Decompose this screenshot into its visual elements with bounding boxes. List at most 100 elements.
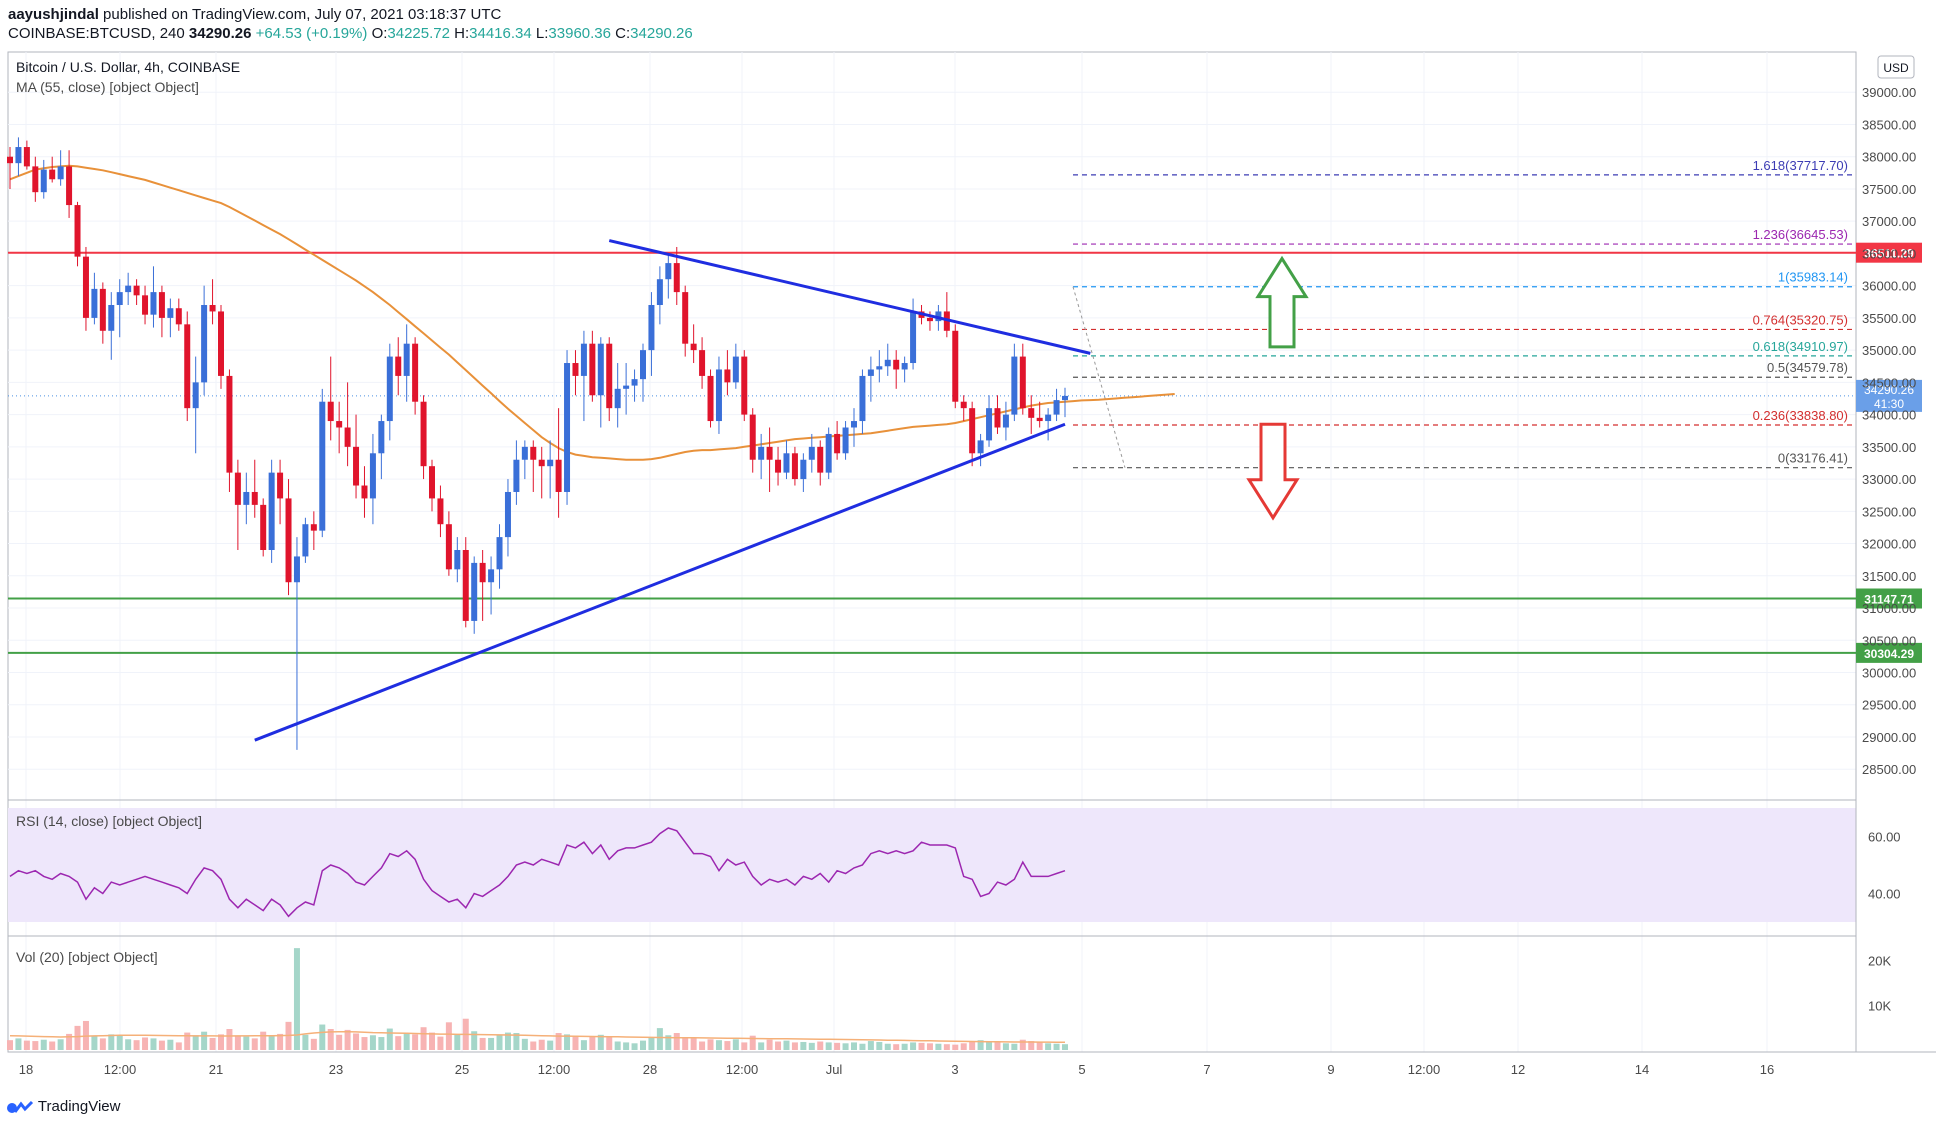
candle-body [715,369,722,422]
price-axis[interactable]: 28500.00 29000.00 29500.00 30000.00 30500.00… [1862,85,1916,1013]
candle-body [310,524,317,531]
volume-bar [209,1037,216,1050]
volume-bar [226,1029,233,1050]
volume-bar [293,948,300,1050]
candle-body [656,279,663,305]
volume-bar [960,1043,967,1050]
volume-bar [218,1034,224,1050]
candle-body [1045,414,1052,422]
candle-body [555,459,562,492]
volume-bar [943,1044,950,1050]
volume-bar [817,1041,824,1050]
candle-body [167,308,174,318]
publish-header: aayushjindal published on TradingView.co… [0,0,1936,46]
volume-bar [724,1041,731,1050]
volume-bar [825,1042,832,1050]
candle-body [640,350,646,380]
price-tick-label: 31000.00 [1862,601,1916,616]
candle-body [327,401,334,422]
candle-body [1002,414,1009,428]
candle-body [23,147,30,167]
candle-body [851,421,857,428]
volume-bar [504,1032,511,1050]
candle-body [648,305,655,351]
candle-body [758,446,765,460]
volume-bar [910,1042,917,1050]
trend-line-lower [254,422,1066,742]
volume-bar [175,1042,182,1050]
volume-bar [893,1044,900,1050]
current-price-tag [1856,379,1922,412]
candle-body [386,356,393,422]
volume-bar [125,1039,132,1050]
candle-body [589,343,596,396]
candle-body [57,166,64,180]
volume-bar [40,1039,47,1050]
volume-bar [361,1037,368,1050]
currency-button[interactable] [1877,55,1915,79]
fibonacci-levels[interactable]: 1.618(37717.70) 1.236(36645.53) 1(35983.14… [1072,158,1852,469]
candle-body [580,343,587,376]
time-tick-label: 9 [1327,1062,1334,1077]
volume-bar [842,1043,849,1050]
volume-bar [1053,1043,1060,1050]
candle-body [910,311,917,364]
author-name[interactable]: aayushjindal [8,6,99,23]
candle-body [378,421,385,454]
trend-lines[interactable] [254,239,1091,742]
tradingview-logo-icon[interactable] [6,1099,34,1115]
time-tick-label: 12:00 [104,1062,137,1077]
candle-body [1036,417,1043,422]
price-tick-label: 32500.00 [1862,504,1916,519]
time-tick-label: 12:00 [1408,1062,1441,1077]
ma-line [9,164,1175,461]
candle-body [192,382,199,409]
volume-bar [783,1040,790,1050]
volume-bar [513,1033,520,1050]
currency-label: USD [1883,61,1909,75]
candle-body [1019,356,1026,409]
candle-body [775,459,782,473]
volume-bar [800,1041,807,1050]
candle-body [201,305,208,383]
time-tick-label: 7 [1203,1062,1210,1077]
candle-body [749,414,756,460]
volume-bar [344,1029,351,1050]
fib-anchor-line [1072,286,1126,468]
publish-line: aayushjindal published on TradingView.co… [8,6,501,23]
volume-bar [32,1041,39,1050]
volume-bar [91,1035,98,1050]
volume-tick-label: 20K [1868,954,1891,969]
price-tick-label: 28500.00 [1862,762,1916,777]
price-tick-label: 35000.00 [1862,343,1916,358]
candle-body [74,205,81,257]
candle-body [724,369,731,383]
volume-bar [547,1040,554,1050]
candle-body [834,433,841,454]
symbol-label: COINBASE:BTCUSD, 240 [8,25,185,42]
candle-body [184,324,191,409]
volume-bar [564,1034,571,1050]
candle-body [125,285,132,293]
footer-brand[interactable]: TradingView [37,1098,121,1115]
signal-arrows[interactable] [1246,255,1309,521]
level-price-label: 31147.71 [1864,593,1914,607]
price-tick-label: 33500.00 [1862,440,1916,455]
candle-body [344,427,351,447]
low-value: 33960.36 [548,25,611,42]
volume-bar [665,1035,672,1050]
volume-bar [656,1028,663,1050]
candle-body [361,485,368,499]
candle-body [699,350,706,376]
volume-bar [690,1038,697,1050]
time-axis[interactable]: 18 12:00 21 23 25 12:00 28 12:00 Jul 3 5 7 9 12:00 12 1… [19,1062,1774,1077]
candle-body [454,550,461,570]
candle-body [142,295,149,315]
candle-body [521,446,528,460]
candle-body [817,446,824,473]
candle-body [91,288,98,318]
volume-bar [277,1033,284,1050]
candle-body [783,453,790,473]
